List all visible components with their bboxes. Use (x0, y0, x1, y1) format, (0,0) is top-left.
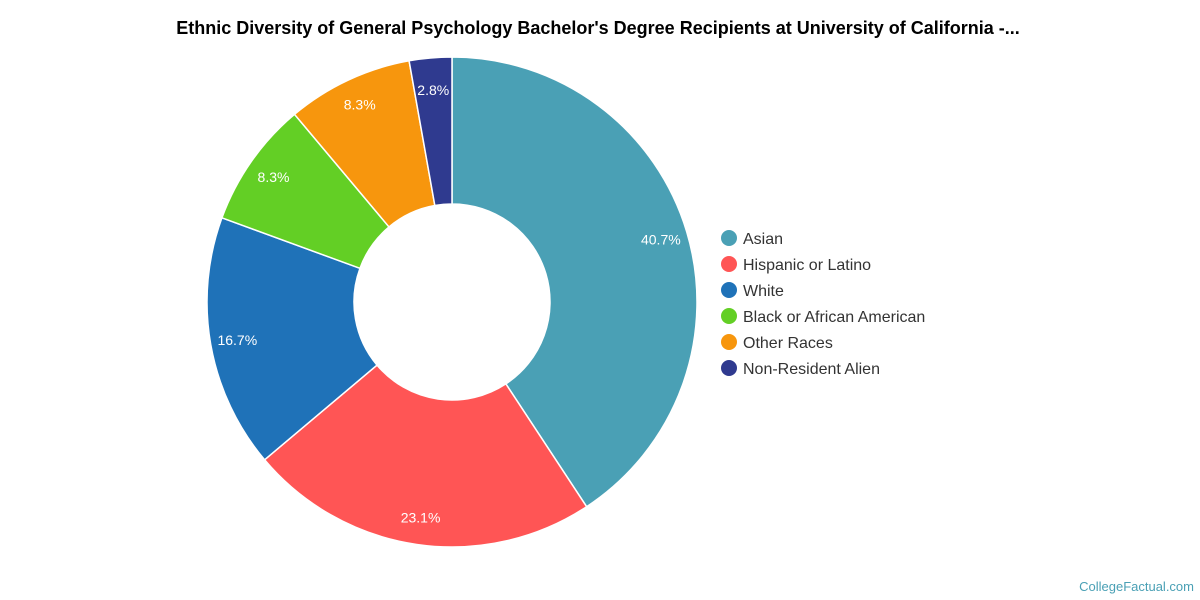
legend-item-hispanic-or-latino[interactable]: Hispanic or Latino (721, 256, 871, 274)
slice-label-asian: 40.7% (641, 231, 681, 247)
legend-marker (721, 334, 737, 350)
legend: Asian Hispanic or Latino White Black or Afr… (721, 230, 925, 378)
chart-title: Ethnic Diversity of General Psychology B… (176, 18, 1020, 38)
slice-label-black-or-african-american: 8.3% (258, 169, 290, 185)
legend-marker (721, 256, 737, 272)
legend-item-other-races[interactable]: Other Races (721, 334, 833, 352)
slice-hispanic-or-latino[interactable] (263, 364, 588, 548)
credit[interactable]: CollegeFactual.com (1079, 579, 1194, 594)
legend-item-asian[interactable]: Asian (721, 230, 783, 248)
slice-non-resident-alien[interactable] (408, 56, 453, 207)
slice-label-other-races: 8.3% (344, 96, 376, 112)
legend-marker (721, 360, 737, 376)
legend-label: Other Races (743, 335, 833, 352)
pie (206, 56, 698, 548)
legend-label: Non-Resident Alien (743, 361, 880, 378)
legend-label: Asian (743, 231, 783, 248)
legend-marker (721, 282, 737, 298)
slice-label-non-resident-alien: 2.8% (417, 82, 449, 98)
legend-item-white[interactable]: White (721, 282, 784, 300)
slice-label-white: 16.7% (217, 332, 257, 348)
slice-white[interactable] (206, 216, 379, 461)
legend-marker (721, 308, 737, 324)
legend-label: Hispanic or Latino (743, 257, 871, 274)
legend-label: Black or African American (743, 309, 925, 326)
slice-labels: 40.7% 23.1% 16.7% 8.3% 8.3% 2.8% (217, 82, 680, 526)
legend-item-non-resident-alien[interactable]: Non-Resident Alien (721, 360, 880, 378)
legend-marker (721, 230, 737, 246)
legend-label: White (743, 283, 784, 300)
legend-item-black-or-african-american[interactable]: Black or African American (721, 308, 925, 326)
slice-label-hispanic-or-latino: 23.1% (401, 510, 441, 526)
